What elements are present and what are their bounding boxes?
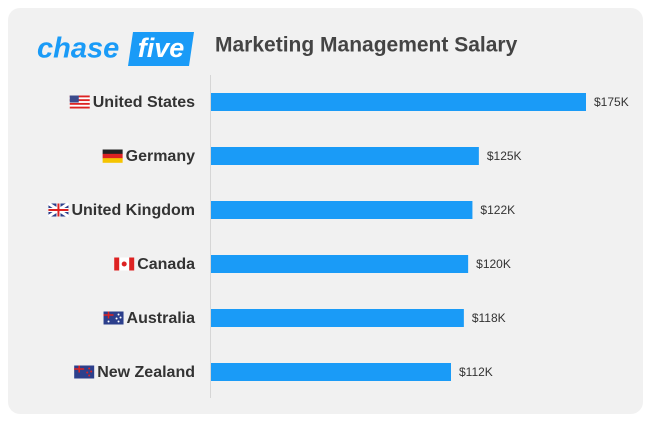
category-label: Canada	[137, 256, 195, 273]
flag-part	[69, 95, 90, 98]
flag-part	[69, 95, 79, 103]
flag-part	[119, 316, 122, 319]
value-label: $118K	[472, 311, 506, 325]
flag-part	[103, 311, 114, 319]
bar	[211, 147, 479, 165]
flag-part	[117, 320, 120, 323]
brand-part1: chase	[37, 33, 119, 65]
flag-part	[74, 365, 85, 373]
value-label: $175K	[594, 95, 629, 109]
flag-part	[117, 313, 120, 316]
category-label: United Kingdom	[71, 202, 195, 219]
flag-part	[102, 153, 123, 159]
flag-part	[115, 317, 118, 320]
flag-icon	[114, 257, 135, 271]
flag-part	[107, 320, 110, 323]
category-label: Australia	[127, 310, 196, 327]
bar	[211, 201, 473, 219]
category-label: United States	[93, 94, 195, 111]
bar	[211, 363, 451, 381]
flag-part	[121, 261, 127, 267]
value-label: $125K	[487, 149, 522, 163]
flag-part	[86, 371, 89, 374]
flag-icon	[103, 311, 124, 325]
value-label: $112K	[459, 365, 493, 379]
flag-part	[102, 158, 123, 163]
flag-icon	[102, 149, 123, 163]
flag-part	[88, 367, 91, 370]
bar	[211, 255, 469, 273]
flag-part	[69, 106, 90, 109]
flag-part	[102, 149, 123, 155]
flag-part	[114, 257, 120, 271]
bar	[211, 93, 586, 111]
brand-box	[128, 32, 194, 66]
category-label: New Zealand	[97, 364, 195, 381]
flag-icon	[47, 202, 70, 218]
flag-part	[48, 203, 69, 217]
flag-part	[69, 99, 90, 102]
category-label: Germany	[126, 148, 195, 165]
flag-icon	[69, 95, 90, 109]
value-label: $122K	[480, 203, 515, 217]
flag-part	[129, 257, 135, 271]
value-label: $120K	[476, 257, 511, 271]
flag-part	[88, 374, 91, 377]
bar	[211, 309, 464, 327]
flag-part	[90, 370, 93, 373]
flag-part	[69, 102, 90, 105]
chart-title: Marketing Management Salary	[215, 34, 518, 57]
flag-icon	[74, 365, 95, 379]
brand-part2: five	[138, 33, 185, 63]
